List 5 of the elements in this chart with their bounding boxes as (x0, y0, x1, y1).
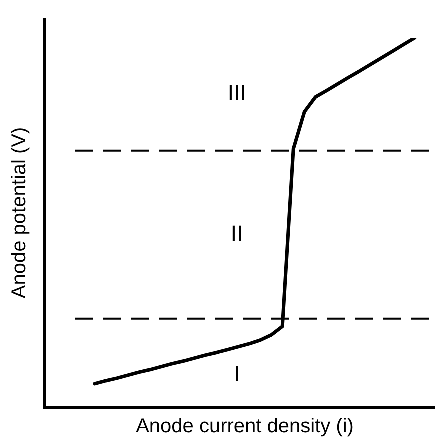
annotation: I (234, 361, 240, 386)
annotation: II (230, 220, 244, 246)
x-axis-title: Anode current density (i) (136, 416, 354, 438)
y-axis-title: Anode potential (V) (8, 127, 31, 299)
annotation: III (228, 80, 246, 106)
